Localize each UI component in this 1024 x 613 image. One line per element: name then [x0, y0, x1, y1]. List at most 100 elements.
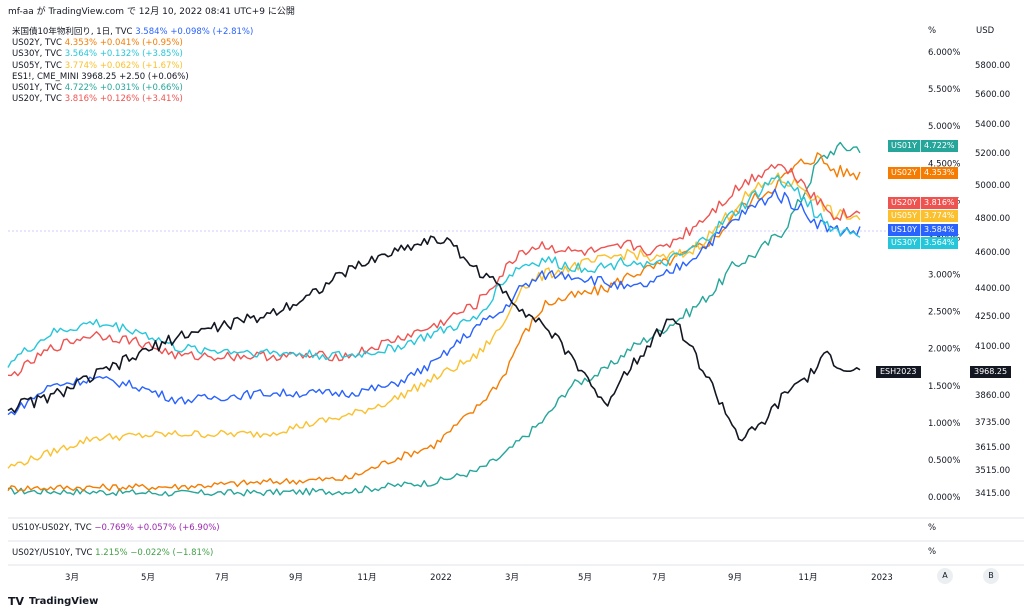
legend-row[interactable]: US02Y, TVC 4.353% +0.041% (+0.95%)	[12, 38, 253, 49]
legend-change-pct: (+0.06%)	[147, 71, 189, 82]
badge-value: 3.584%	[924, 225, 955, 234]
subpane-spread-chgpct: (+6.90%)	[178, 523, 220, 533]
price-badge-us30y: US30Y 3.564%	[888, 237, 958, 249]
usd-tick-label: 4250.00	[975, 312, 1010, 322]
subpane-spread-chg: +0.057%	[136, 523, 177, 533]
legend-name: US02Y, TVC	[12, 38, 62, 49]
series-line-us20y	[7, 163, 861, 377]
legend-last: 3.774%	[64, 60, 98, 71]
series-line-us02y	[7, 152, 861, 492]
price-badge-us20y: US20Y 3.816%	[888, 197, 958, 209]
footer-brand[interactable]: TV TradingView	[8, 595, 98, 608]
series-line-es1	[7, 235, 861, 442]
badge-value: 4.353%	[924, 168, 955, 177]
pct-axis-unit: %	[928, 26, 937, 36]
pct-tick-label: 1.000%	[928, 419, 960, 429]
pct-tick-label: 0.500%	[928, 456, 960, 466]
legend-last: 4.722%	[64, 82, 98, 93]
legend-change: +0.126%	[99, 94, 140, 105]
pct-tick-label: 6.000%	[928, 48, 960, 58]
es-badge-name: ESH2023	[876, 366, 921, 378]
legend-name: US20Y, TVC	[12, 94, 62, 105]
legend-change-pct: (+2.81%)	[212, 27, 254, 37]
time-tick-label: 2023	[871, 573, 893, 583]
subpane-ratio: US02Y/US10Y, TVC 1.215% −0.022% (−1.81%)	[12, 548, 213, 558]
badge-value: 4.722%	[924, 141, 955, 150]
legend-name: US01Y, TVC	[12, 82, 62, 93]
badge-name: US02Y	[888, 167, 921, 179]
subpane-spread: US10Y-US02Y, TVC −0.769% +0.057% (+6.90%…	[12, 523, 220, 533]
pct-tick-label: 2.500%	[928, 308, 960, 318]
usd-tick-label: 5600.00	[975, 90, 1010, 100]
badge-name: US05Y	[888, 210, 921, 222]
time-tick-label: 3月	[65, 573, 79, 583]
legend-change: +0.062%	[99, 60, 140, 71]
auto-scale-button[interactable]: A	[937, 568, 953, 584]
legend-last: 3968.25	[81, 71, 117, 82]
legend-change-pct: (+0.66%)	[142, 82, 183, 93]
usd-tick-label: 3860.00	[975, 391, 1010, 401]
legend-row[interactable]: US20Y, TVC 3.816% +0.126% (+3.41%)	[12, 94, 253, 105]
legend-change: +0.031%	[99, 82, 140, 93]
subpane-ratio-chgpct: (−1.81%)	[172, 548, 214, 558]
publish-header: mf-aa が TradingView.com で 12月 10, 2022 0…	[8, 7, 295, 17]
usd-tick-label: 4400.00	[975, 284, 1010, 294]
legend-name: US05Y, TVC	[12, 60, 62, 71]
legend-change: +2.50	[119, 71, 146, 82]
legend-row[interactable]: US01Y, TVC 4.722% +0.031% (+0.66%)	[12, 83, 253, 94]
legend-row[interactable]: US05Y, TVC 3.774% +0.062% (+1.67%)	[12, 61, 253, 72]
legend-last: 4.353%	[64, 38, 98, 49]
legend-change-pct: (+3.41%)	[142, 94, 183, 105]
legend-row[interactable]: 米国債10年物利回り, 1日, TVC 3.584% +0.098% (+2.8…	[12, 27, 253, 38]
badge-name: US01Y	[888, 140, 921, 152]
legend-row[interactable]: ES1!, CME_MINI 3968.25 +2.50 (+0.06%)	[12, 72, 253, 83]
time-tick-label: 2022	[430, 573, 452, 583]
tradingview-logo-icon: TV	[8, 595, 25, 608]
pct-tick-label: 3.000%	[928, 271, 960, 281]
usd-tick-label: 5000.00	[975, 181, 1010, 191]
legend-row[interactable]: US30Y, TVC 3.564% +0.132% (+3.85%)	[12, 49, 253, 60]
badge-name: US30Y	[888, 237, 921, 249]
footer-brand-name: TradingView	[29, 596, 99, 607]
price-badge-us10y: US10Y 3.584%	[888, 224, 958, 236]
price-badge-us05y: US05Y 3.774%	[888, 210, 958, 222]
subpane-spread-unit: %	[928, 523, 937, 533]
legend-name: 米国債10年物利回り, 1日, TVC	[12, 27, 133, 37]
legend-change-pct: (+0.95%)	[142, 38, 183, 49]
series-line-us01y	[7, 141, 861, 497]
legend-last: 3.564%	[64, 49, 98, 60]
legend-name: ES1!, CME_MINI	[12, 71, 79, 82]
legend-name: US30Y, TVC	[12, 49, 62, 60]
subpane-ratio-chg: −0.022%	[130, 548, 170, 558]
pct-tick-label: 1.500%	[928, 382, 960, 392]
badge-value: 3.816%	[924, 198, 955, 207]
time-tick-label: 7月	[215, 573, 229, 583]
subpane-spread-name: US10Y-US02Y, TVC	[12, 523, 92, 533]
usd-tick-label: 5400.00	[975, 120, 1010, 130]
usd-axis-unit: USD	[976, 26, 995, 36]
pct-tick-label: 4.500%	[928, 159, 960, 169]
time-tick-label: 7月	[652, 573, 666, 583]
usd-tick-label: 5800.00	[975, 61, 1010, 71]
usd-tick-label: 4100.00	[975, 342, 1010, 352]
es-badge-value: 3968.25	[970, 366, 1012, 378]
time-tick-label: 3月	[505, 573, 519, 583]
badge-name: US20Y	[888, 197, 921, 209]
pct-tick-label: 2.000%	[928, 345, 960, 355]
legend-change: +0.132%	[99, 49, 140, 60]
subpane-ratio-unit: %	[928, 547, 937, 557]
badge-name: US10Y	[888, 224, 921, 236]
legend-change-pct: (+1.67%)	[142, 60, 183, 71]
price-badge-us01y: US01Y 4.722%	[888, 140, 958, 152]
subpane-spread-last: −0.769%	[94, 523, 134, 533]
time-tick-label: 5月	[141, 573, 155, 583]
pct-tick-label: 5.000%	[928, 122, 960, 132]
usd-tick-label: 3735.00	[975, 418, 1010, 428]
legend-last: 3.584%	[135, 27, 168, 37]
subpane-ratio-name: US02Y/US10Y, TVC	[12, 548, 93, 558]
log-scale-button[interactable]: B	[983, 568, 999, 584]
time-tick-label: 11月	[357, 573, 376, 583]
time-tick-label: 9月	[289, 573, 303, 583]
legend-change-pct: (+3.85%)	[142, 49, 183, 60]
